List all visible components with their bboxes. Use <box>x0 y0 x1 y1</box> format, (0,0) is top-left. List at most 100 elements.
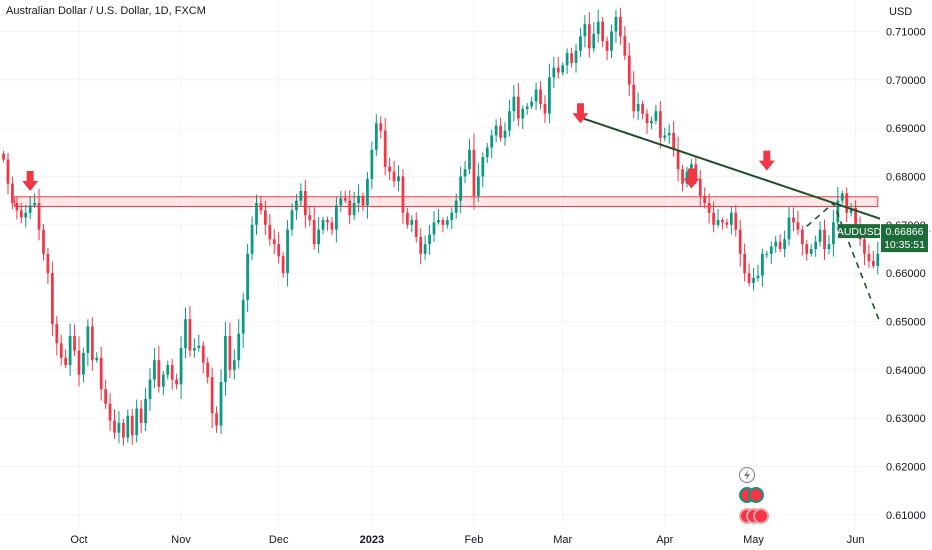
candle-body <box>50 273 54 324</box>
bearish-candle <box>73 324 76 356</box>
candle-body <box>548 77 551 114</box>
price-axis-panel <box>880 0 932 550</box>
candle-body <box>574 50 578 63</box>
bearish-candle <box>539 81 542 110</box>
candle-body <box>55 323 59 344</box>
bearish-candle <box>472 133 476 210</box>
time-tick-label: Oct <box>70 534 87 546</box>
bearish-candle <box>268 214 272 246</box>
bullish-candle <box>685 166 689 188</box>
bearish-candle <box>379 116 383 139</box>
time-tick-label: Dec <box>269 534 289 546</box>
time-tick-label: Feb <box>464 534 483 546</box>
bullish-candle <box>490 129 494 159</box>
bullish-candle <box>68 323 72 377</box>
bearish-candle <box>721 217 724 230</box>
candle-body <box>477 176 480 196</box>
bullish-candle <box>232 349 236 380</box>
candle-body <box>459 176 463 201</box>
price-tick-label: 0.62000 <box>886 462 926 474</box>
bearish-candle <box>406 207 409 229</box>
candle-body <box>206 362 210 378</box>
candle-body <box>161 374 165 387</box>
candle-body <box>126 415 130 438</box>
candle-body <box>228 336 232 370</box>
bullish-candle <box>769 241 773 265</box>
candle-body <box>175 379 178 385</box>
candle-body <box>468 149 471 170</box>
bearish-candle <box>312 206 316 250</box>
bearish-candle <box>215 406 218 433</box>
bullish-candle <box>485 143 489 163</box>
candle-body <box>2 153 5 160</box>
bullish-candle <box>836 186 840 232</box>
candle-body <box>268 224 272 240</box>
price-tick-label: 0.61000 <box>886 510 926 522</box>
candle-body <box>707 203 711 213</box>
bolt-badge[interactable] <box>739 467 755 483</box>
bearish-candle <box>264 200 267 235</box>
candle-body <box>108 403 112 421</box>
bullish-candle <box>596 9 600 43</box>
bullish-candle <box>832 209 835 257</box>
candle-body <box>246 253 250 300</box>
bearish-candle <box>206 357 210 384</box>
bullish-candle <box>814 235 818 257</box>
earnings-badge-green-2[interactable] <box>748 487 764 503</box>
candle-body <box>814 241 818 249</box>
bullish-candle <box>255 194 258 235</box>
time-tick-label: Apr <box>656 534 673 546</box>
candle-body <box>561 65 565 73</box>
bearish-candle <box>845 187 849 223</box>
candle-body <box>725 222 729 225</box>
bearish-candle <box>658 101 662 149</box>
bearish-candle <box>361 192 365 212</box>
bullish-candle <box>144 387 147 432</box>
candle-body <box>410 219 414 225</box>
candle-body <box>721 219 724 223</box>
drawings-layer <box>575 115 911 399</box>
bullish-candle <box>135 399 139 443</box>
bearish-candle <box>725 219 729 229</box>
bullish-candle <box>299 183 303 207</box>
bullish-candle <box>583 15 587 48</box>
candle-body <box>423 244 427 254</box>
bullish-candle <box>818 221 822 247</box>
bullish-candle <box>809 244 813 257</box>
candle-body <box>303 190 307 216</box>
bearish-candle <box>681 165 684 192</box>
signal-arrow-down <box>683 168 700 189</box>
bullish-candle <box>508 99 511 137</box>
candle-body <box>592 33 596 49</box>
bullish-candle <box>246 243 250 313</box>
candle-body <box>357 195 360 204</box>
candle-body <box>99 357 103 390</box>
candle-body <box>792 217 795 223</box>
candle-body <box>148 379 152 399</box>
bearish-candle <box>623 26 627 61</box>
bullish-candle <box>534 82 538 111</box>
candle-body <box>694 164 698 179</box>
earnings-badge-red-3[interactable] <box>753 508 769 524</box>
candle-body <box>645 113 649 124</box>
bullish-candle <box>636 92 640 121</box>
bearish-candle <box>419 228 423 265</box>
candle-body <box>667 132 671 136</box>
bearish-candle <box>55 315 59 356</box>
candle-body <box>295 200 298 211</box>
candle-body <box>290 210 294 230</box>
bearish-candle <box>641 100 644 120</box>
bearish-candle <box>130 408 134 445</box>
bullish-candle <box>552 56 556 88</box>
candle-body <box>392 171 396 182</box>
candle-body <box>672 132 676 150</box>
candle-body <box>326 219 329 223</box>
bullish-candle <box>463 160 467 184</box>
candle-body <box>184 319 187 349</box>
price-tick-label: 0.63000 <box>886 413 926 425</box>
candle-body <box>827 244 831 249</box>
candle-body <box>113 420 116 433</box>
candle-body <box>472 149 476 196</box>
